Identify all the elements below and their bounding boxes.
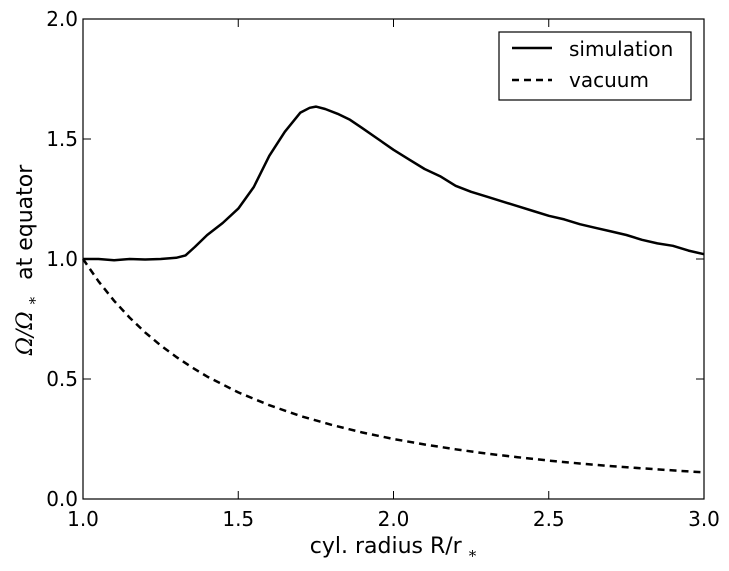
plot-frame [82, 18, 705, 500]
x-tick-label: 3.0 [688, 507, 720, 531]
x-tick-label: 2.5 [533, 507, 565, 531]
y-tick-label: 1.0 [46, 247, 78, 271]
series-line-vacuum [81, 258, 705, 474]
legend: simulation vacuum [498, 31, 692, 101]
series-line-simulation [83, 105, 705, 262]
x-tick-label: 1.5 [222, 507, 254, 531]
legend-label-simulation: simulation [569, 37, 673, 61]
x-tick-label: 2.0 [378, 507, 410, 531]
y-axis-title: Ω/Ω * at equator [13, 164, 46, 357]
legend-box [498, 31, 692, 101]
legend-label-vacuum: vacuum [569, 68, 649, 92]
tick-layer: 1.0 1.5 2.0 2.5 3.0 0.0 0.5 1.0 1.5 2.0 [46, 7, 720, 531]
y-tick-label: 2.0 [46, 7, 78, 31]
x-tick-label: 1.0 [67, 507, 99, 531]
series-layer [81, 105, 705, 474]
y-tick-label: 1.5 [46, 127, 78, 151]
y-tick-label: 0.0 [46, 487, 78, 511]
x-axis-title: cyl. radius R/r * [310, 534, 477, 565]
y-tick-label: 0.5 [46, 367, 78, 391]
